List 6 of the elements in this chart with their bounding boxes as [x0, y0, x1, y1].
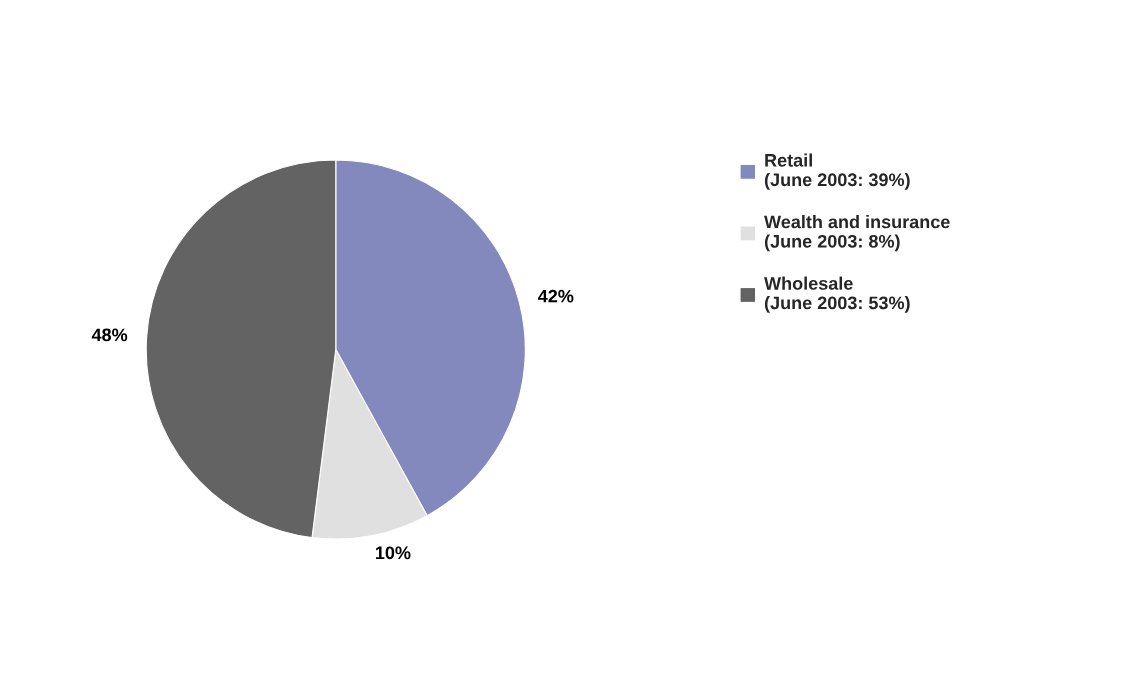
- legend-label: Wholesale (June 2003: 53%): [764, 276, 910, 313]
- data-label: 10%: [375, 546, 411, 560]
- data-label: 48%: [91, 328, 128, 342]
- legend-label: Wealth and insurance (June 2003: 8%): [764, 215, 950, 252]
- legend-label: Retail (June 2003: 39%): [764, 153, 910, 190]
- data-label: 42%: [538, 289, 574, 303]
